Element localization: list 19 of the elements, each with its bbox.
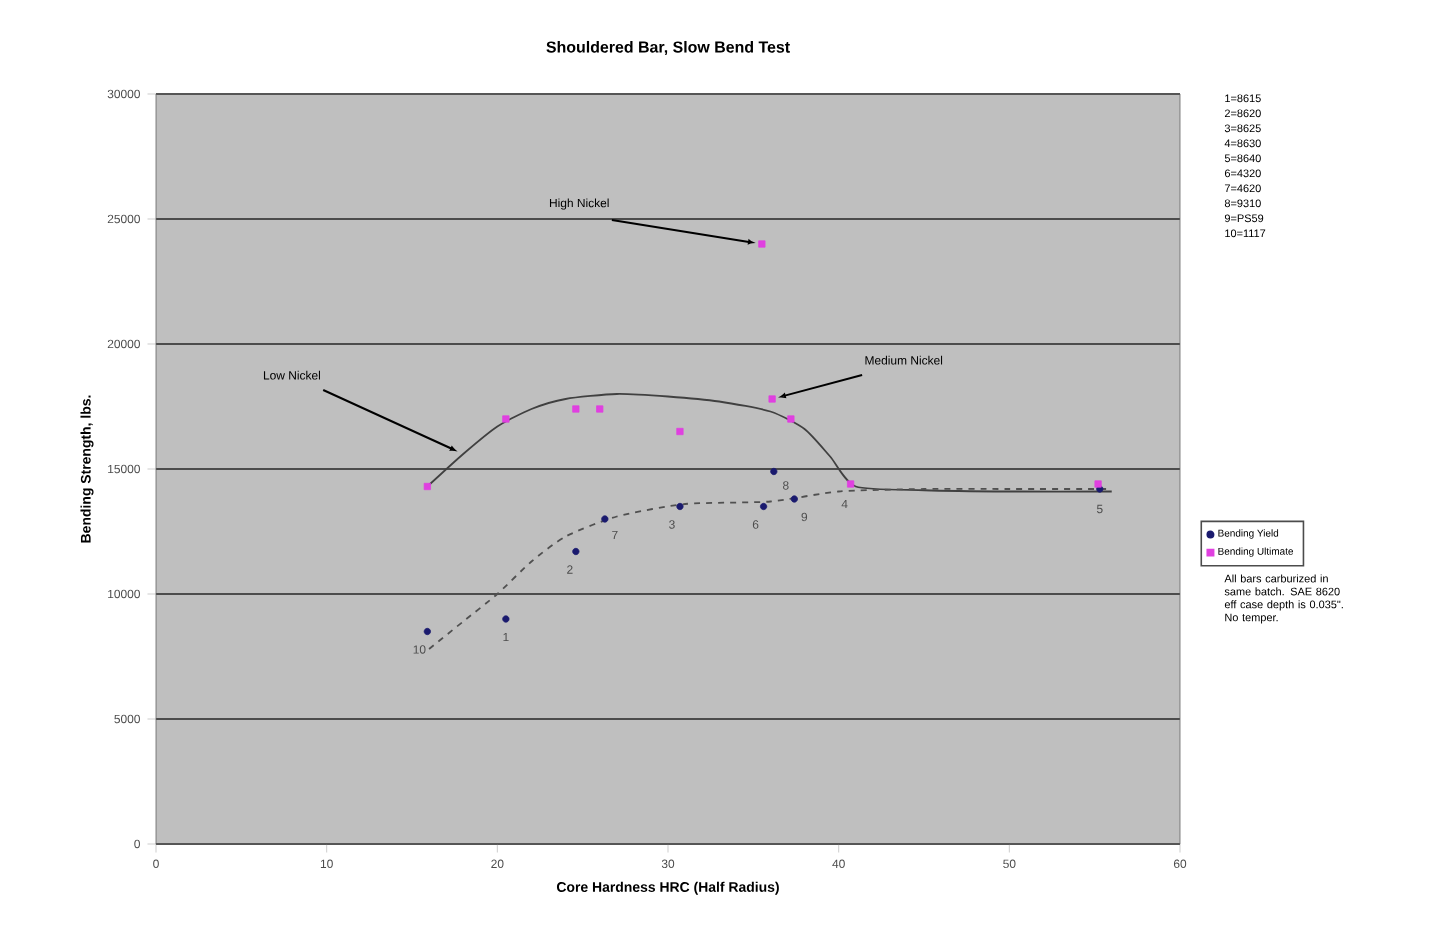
point (502, 615, 510, 623)
point (676, 502, 684, 511)
point (502, 415, 510, 423)
line-series (426, 393, 1113, 493)
point (790, 495, 798, 503)
point (758, 240, 766, 248)
point (759, 502, 768, 511)
point (1094, 480, 1102, 488)
point (787, 415, 795, 423)
point (572, 405, 580, 413)
point (847, 480, 855, 488)
point (423, 627, 431, 636)
point (601, 515, 609, 523)
point (423, 482, 431, 491)
point (768, 395, 776, 403)
point (770, 467, 778, 476)
point (572, 547, 580, 556)
point (596, 405, 604, 413)
point (676, 427, 684, 436)
